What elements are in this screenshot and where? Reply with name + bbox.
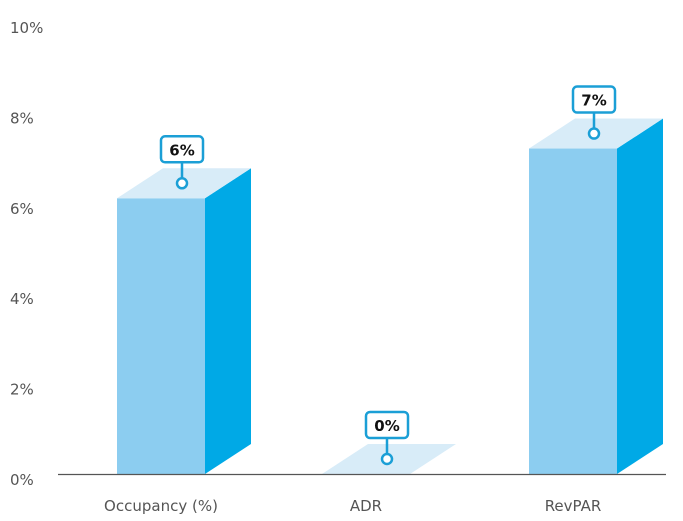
y-tick-label: 2% <box>10 381 34 399</box>
y-tick-label: 6% <box>10 200 34 218</box>
bar-side-face <box>205 168 251 474</box>
data-label-text: 7% <box>581 92 606 110</box>
bar-front-face <box>529 148 617 474</box>
bars-group <box>117 118 663 474</box>
y-tick-label: 10% <box>10 19 43 37</box>
y-tick-label: 4% <box>10 290 34 308</box>
x-category-label: Occupancy (%) <box>104 497 218 515</box>
data-label-1: 0% <box>364 410 410 466</box>
data-label-text: 0% <box>374 417 399 435</box>
x-category-label: RevPAR <box>545 497 602 515</box>
bar-side-face <box>617 118 663 474</box>
data-label-text: 6% <box>169 141 194 159</box>
bar-front-face <box>117 198 205 474</box>
bar-0 <box>117 168 251 474</box>
callout-pin <box>380 452 394 466</box>
x-axis-categories: Occupancy (%) ADR RevPAR <box>104 497 601 515</box>
y-tick-label: 0% <box>10 471 34 489</box>
y-axis-ticks: 0% 2% 4% 6% 8% 10% <box>10 19 43 489</box>
data-label-callouts: 6% 0% 7% <box>159 85 617 466</box>
bar-2 <box>529 118 663 474</box>
x-category-label: ADR <box>350 497 382 515</box>
callout-pin <box>587 127 601 140</box>
y-tick-label: 8% <box>10 109 34 127</box>
data-label-2: 7% <box>571 85 617 140</box>
callout-pin <box>175 177 189 190</box>
data-label-0: 6% <box>159 135 205 190</box>
